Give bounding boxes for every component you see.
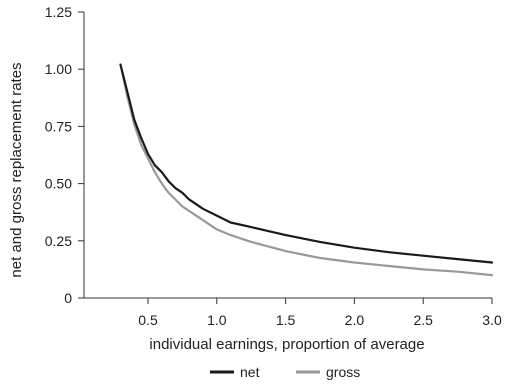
legend: net gross bbox=[210, 364, 360, 380]
y-tick-label: 1.25 bbox=[45, 4, 72, 20]
series-layer bbox=[119, 63, 494, 277]
axes bbox=[83, 12, 492, 299]
legend-label-gross: gross bbox=[326, 364, 360, 380]
x-tick-label: 3.0 bbox=[482, 312, 502, 328]
y-tick-label: 0.25 bbox=[45, 233, 72, 249]
series-line-gross bbox=[119, 63, 494, 277]
series-line-net bbox=[119, 63, 494, 264]
x-tick-label: 2.0 bbox=[345, 312, 365, 328]
y-tick-label: 0 bbox=[64, 290, 72, 306]
y-tick-label: 1.00 bbox=[45, 61, 72, 77]
x-tick-label: 2.5 bbox=[413, 312, 433, 328]
y-axis-ticks: 0 0.25 0.50 0.75 1.00 1.25 bbox=[45, 4, 84, 306]
y-tick-label: 0.50 bbox=[45, 176, 72, 192]
x-tick-label: 1.0 bbox=[207, 312, 227, 328]
y-axis-label: net and gross replacement rates bbox=[8, 62, 25, 277]
legend-label-net: net bbox=[240, 364, 260, 380]
x-tick-label: 0.5 bbox=[138, 312, 158, 328]
y-tick-label: 0.75 bbox=[45, 118, 72, 134]
x-axis-label: individual earnings, proportion of avera… bbox=[149, 336, 424, 353]
x-axis-ticks: 0.5 1.0 1.5 2.0 2.5 3.0 bbox=[138, 298, 502, 328]
x-tick-label: 1.5 bbox=[276, 312, 296, 328]
